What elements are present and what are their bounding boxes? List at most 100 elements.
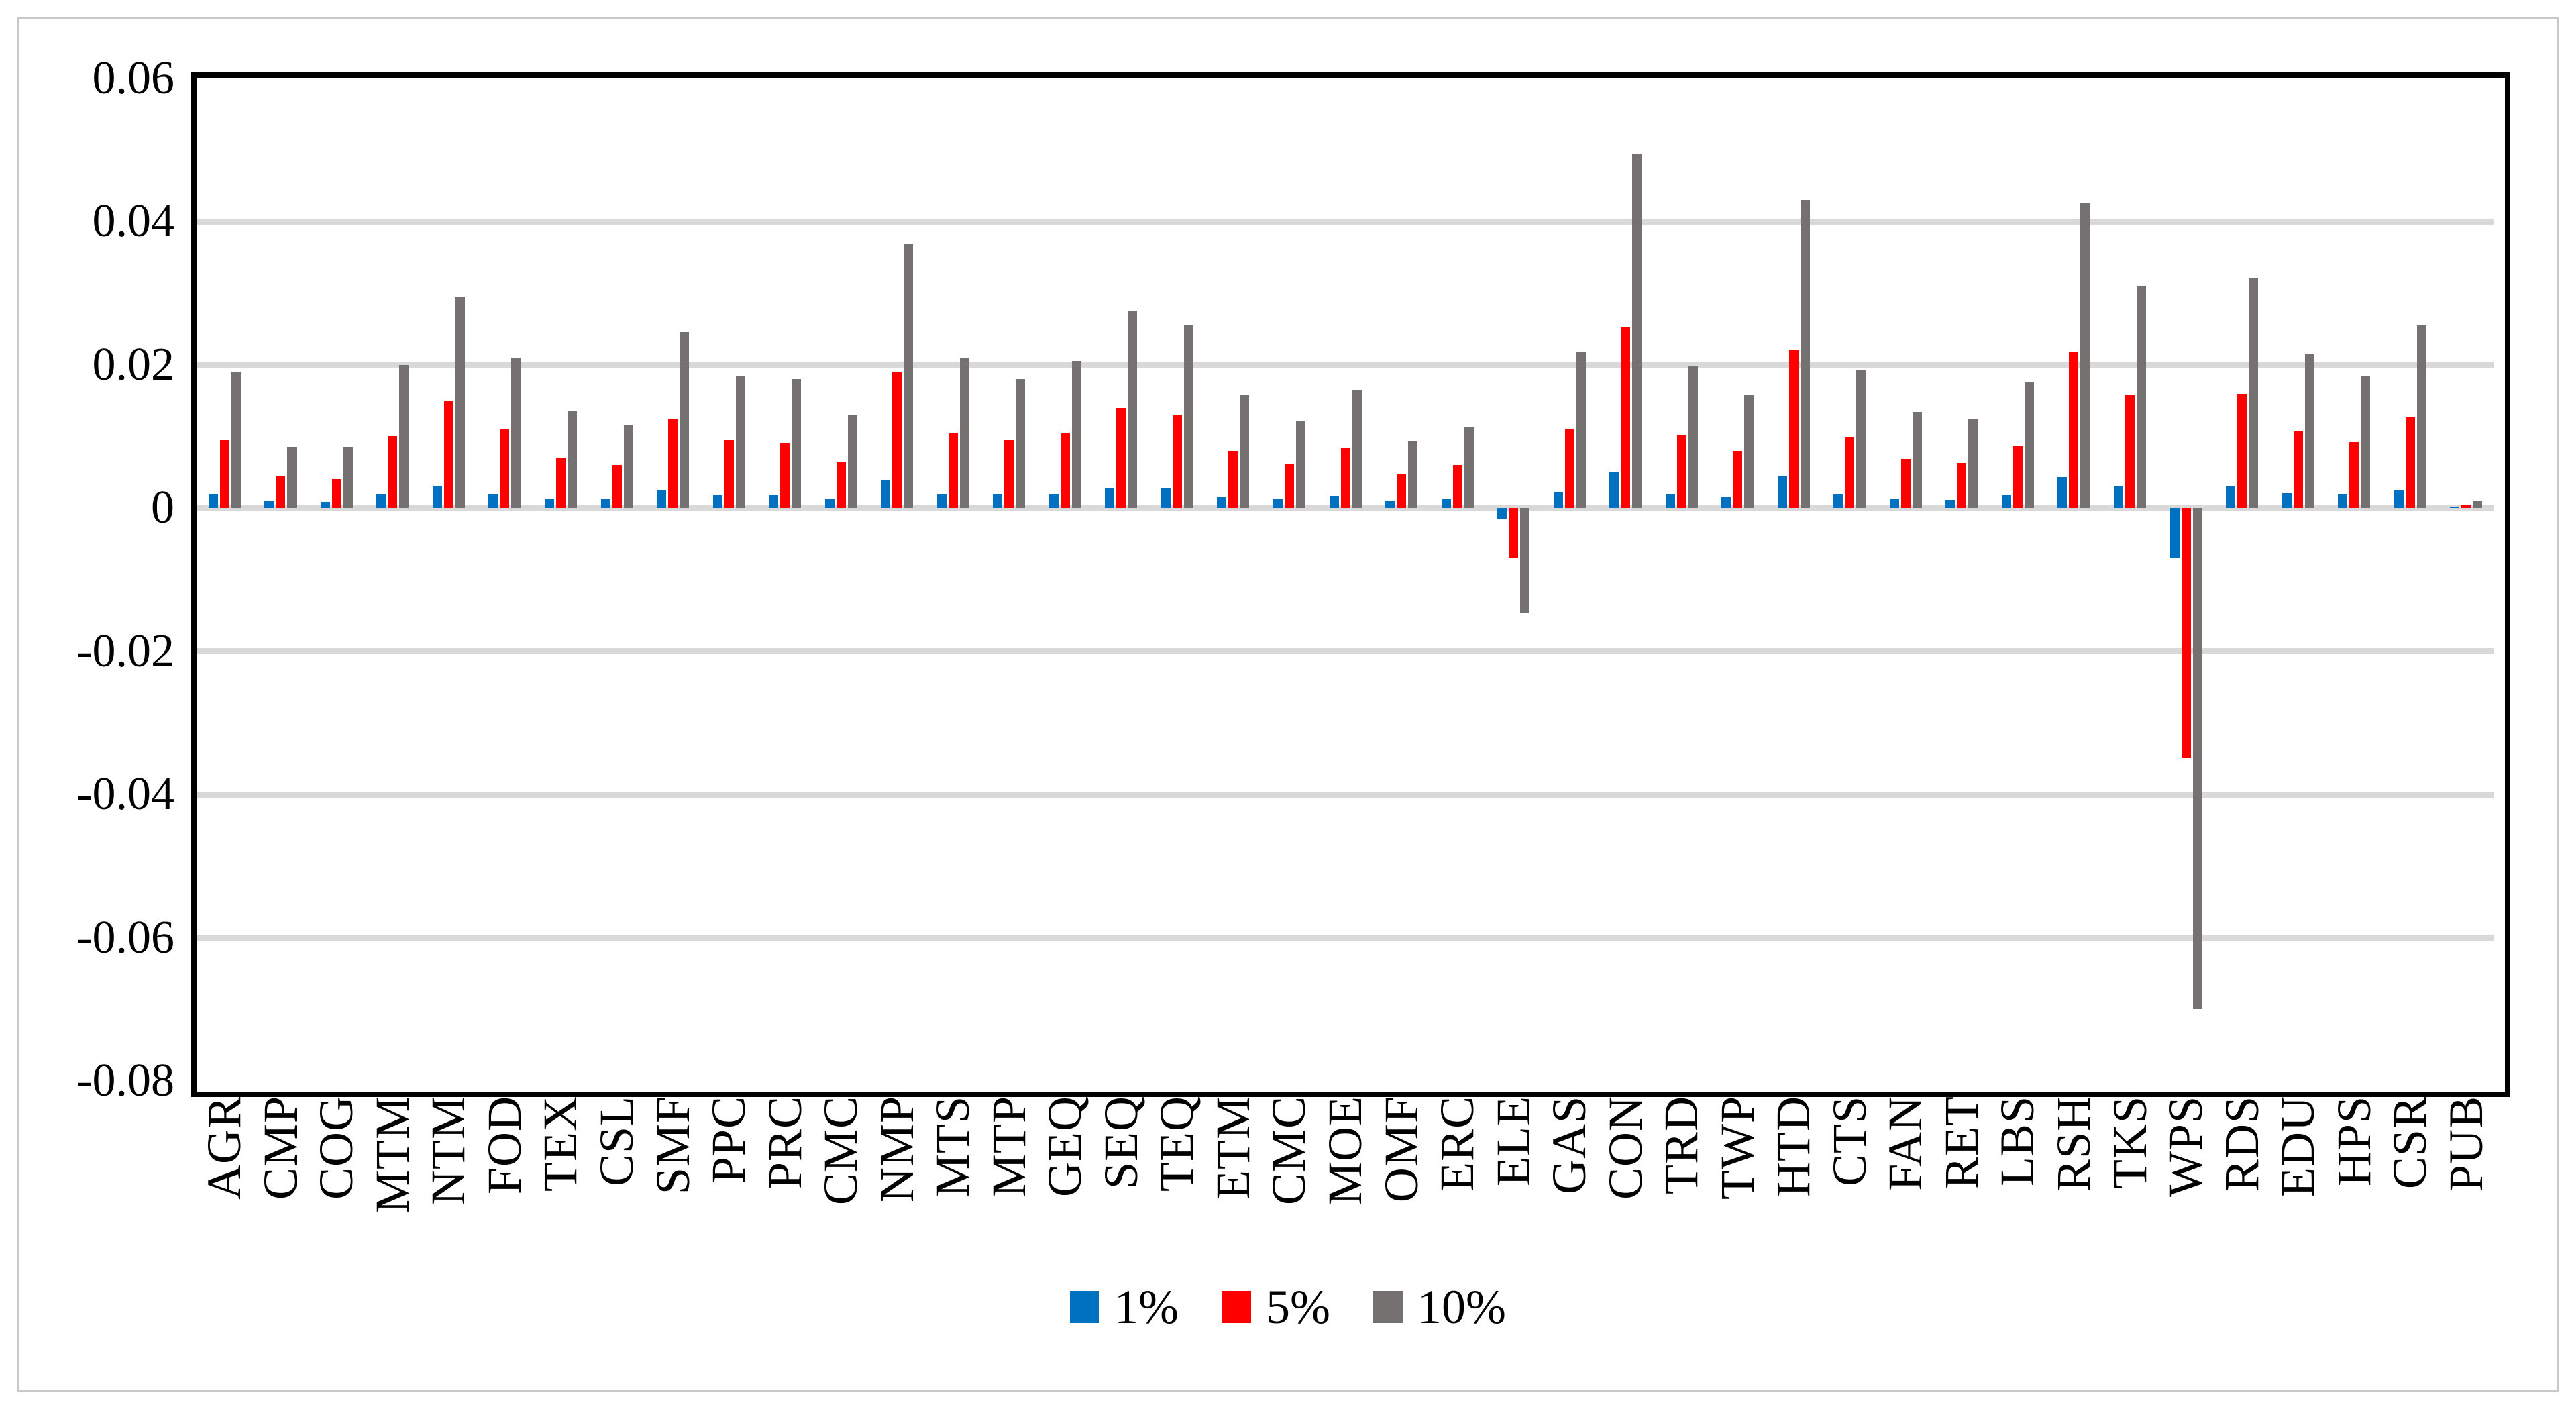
bar-fan-10%: [1912, 411, 1922, 508]
bar-trd-1%: [1665, 493, 1675, 508]
y-tick-label: 0.02: [92, 338, 175, 390]
bar-fod-5%: [500, 429, 510, 508]
bar-ppc-1%: [712, 494, 722, 508]
bar-ntm-1%: [432, 486, 442, 508]
bar-prc-5%: [780, 443, 790, 508]
y-tick-label: -0.04: [76, 768, 174, 820]
bar-hps-10%: [2361, 375, 2371, 508]
legend: 1% 5% 10%: [0, 1283, 2576, 1331]
bar-ret-10%: [1968, 418, 1978, 508]
bar-rsh-1%: [2057, 477, 2068, 508]
bar-ret-5%: [1957, 462, 1967, 508]
bar-hps-5%: [2349, 441, 2359, 508]
bar-ret-1%: [1945, 500, 1955, 508]
bar-smf-1%: [657, 490, 667, 508]
bar-tex-5%: [555, 458, 566, 508]
legend-item-1%: 1%: [1070, 1283, 1179, 1331]
gridline-0.02: [197, 362, 2494, 368]
y-tick-label: -0.06: [76, 911, 174, 963]
bar-htd-1%: [1777, 476, 1787, 508]
bar-nmp-5%: [892, 372, 902, 508]
bar-fod-10%: [511, 357, 521, 508]
bar-lbs-1%: [2001, 494, 2011, 508]
bar-etm-1%: [1217, 496, 1227, 508]
bar-fan-5%: [1900, 459, 1911, 508]
bar-teq-10%: [1183, 325, 1193, 508]
bar-csr-1%: [2394, 490, 2404, 508]
bar-nmp-1%: [881, 480, 891, 508]
bar-mtp-10%: [1016, 378, 1026, 508]
bar-mts-10%: [959, 357, 969, 508]
bar-teq-1%: [1161, 488, 1171, 508]
bar-moe-1%: [1329, 495, 1339, 508]
bar-con-10%: [1632, 153, 1642, 508]
bar-cts-5%: [1845, 437, 1855, 508]
legend-item-10%: 10%: [1373, 1283, 1506, 1331]
y-tick-label: 0.06: [92, 52, 175, 104]
bar-erc-1%: [1441, 499, 1451, 508]
legend-swatch-icon: [1222, 1291, 1251, 1323]
plot-area-border: [191, 72, 2510, 1097]
bar-htd-10%: [1800, 199, 1810, 508]
gridline-0: [197, 505, 2494, 511]
bar-cmp-10%: [287, 447, 297, 508]
bar-etm-10%: [1240, 395, 1250, 508]
bar-cog-1%: [320, 502, 330, 508]
bar-rsh-10%: [2080, 203, 2090, 508]
bar-wps-10%: [2192, 508, 2202, 1010]
bar-cog-10%: [343, 447, 353, 508]
bar-ntm-5%: [443, 400, 453, 508]
bar-cmc-10%: [847, 415, 857, 508]
legend-swatch-icon: [1070, 1291, 1100, 1323]
bar-cmc-1%: [1273, 499, 1283, 508]
bar-ppc-10%: [735, 375, 745, 508]
bar-omf-10%: [1408, 441, 1418, 508]
bar-csl-5%: [612, 464, 622, 508]
bar-rds-5%: [2237, 394, 2247, 508]
y-tick-label: 0: [151, 482, 174, 533]
bar-etm-5%: [1228, 450, 1238, 508]
bar-nmp-10%: [904, 244, 914, 508]
bar-omf-1%: [1385, 501, 1395, 508]
bar-geq-5%: [1060, 432, 1070, 508]
bar-erc-10%: [1464, 427, 1474, 508]
bar-rds-10%: [2249, 278, 2259, 508]
bar-edu-1%: [2282, 492, 2292, 508]
bar-cmc-1%: [824, 499, 835, 508]
bar-csr-5%: [2405, 417, 2415, 508]
bar-tks-10%: [2137, 286, 2146, 508]
legend-label: 1%: [1114, 1280, 1179, 1334]
bar-csr-10%: [2416, 325, 2426, 508]
bar-lbs-5%: [2012, 446, 2023, 508]
bar-geq-10%: [1071, 361, 1081, 508]
bar-cmp-5%: [276, 475, 286, 508]
gridline--0.04: [197, 791, 2494, 798]
bar-smf-5%: [668, 418, 678, 508]
bar-agr-1%: [208, 493, 218, 508]
y-tick-label: -0.08: [76, 1055, 174, 1106]
bar-trd-10%: [1688, 366, 1698, 508]
bar-agr-10%: [231, 372, 241, 508]
bar-gas-1%: [1553, 492, 1563, 508]
bar-seq-1%: [1105, 488, 1115, 508]
bar-tks-1%: [2114, 485, 2123, 508]
bar-cts-1%: [1833, 494, 1843, 508]
bar-omf-5%: [1397, 473, 1407, 508]
y-tick-label: 0.04: [92, 195, 175, 247]
bar-csl-1%: [600, 499, 610, 508]
bar-edu-10%: [2304, 354, 2314, 508]
bar-moe-10%: [1352, 390, 1362, 508]
bar-fod-1%: [488, 493, 498, 508]
bar-csl-10%: [623, 425, 633, 508]
bar-gas-10%: [1576, 352, 1586, 508]
bar-ntm-10%: [455, 297, 465, 508]
gridline--0.02: [197, 648, 2494, 654]
bar-twp-1%: [1721, 497, 1731, 508]
bar-rds-1%: [2226, 485, 2236, 508]
bar-rsh-5%: [2069, 352, 2079, 508]
legend-swatch-icon: [1373, 1291, 1403, 1323]
bar-prc-1%: [769, 494, 779, 508]
gridline-0.04: [197, 218, 2494, 225]
bar-fan-1%: [1889, 499, 1899, 508]
bar-twp-5%: [1733, 450, 1743, 508]
